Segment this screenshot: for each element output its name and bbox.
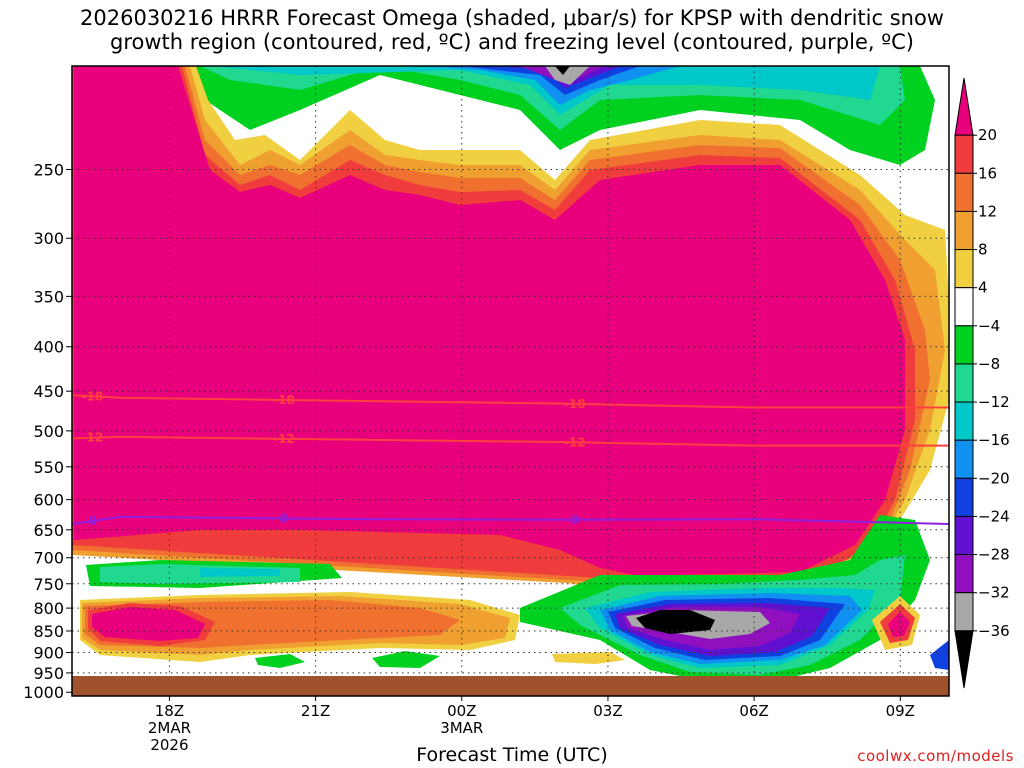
colorbar-swatch — [954, 249, 974, 289]
colorbar-label: −20 — [978, 469, 1010, 487]
contour-label: -12 — [564, 435, 586, 449]
contour-line — [72, 435, 949, 447]
colorbar-label: 12 — [978, 202, 997, 220]
y-tick-label: 350 — [33, 287, 64, 306]
colorbar-label: −8 — [978, 355, 1000, 373]
colorbar-triangle-bottom — [954, 630, 974, 689]
y-tick-label: 750 — [33, 575, 64, 594]
low-cyan-band — [200, 568, 280, 577]
small-ascent-cell-magenta — [888, 612, 910, 637]
colorbar-triangle-top — [954, 77, 974, 136]
colorbar-label: −12 — [978, 393, 1010, 411]
y-tick-label: 450 — [33, 382, 64, 401]
low-descent-black — [636, 610, 715, 634]
colorbar-label: 4 — [978, 279, 988, 297]
contour-line — [72, 394, 949, 409]
colorbar-label: −32 — [978, 584, 1010, 602]
y-tick-label: 600 — [33, 491, 64, 510]
low-ascent-magenta — [92, 607, 205, 641]
contour-label: 0 — [88, 514, 96, 528]
ground-surface — [72, 676, 949, 696]
y-tick-label: 950 — [33, 664, 64, 683]
contour-label: 0 — [280, 511, 288, 525]
colorbar: 20 16 12 8 4 −4 −8 −12 −16 −20 −24 −28 −32 −36 — [954, 77, 1010, 689]
title-line-1: 2026030216 HRRR Forecast Omega (shaded, … — [80, 6, 944, 30]
colorbar-swatch — [954, 515, 974, 556]
contour-label: -12 — [273, 432, 295, 446]
y-tick-label: 700 — [33, 549, 64, 568]
x-tick-label: 21Z — [301, 702, 330, 720]
y-tick-label: 900 — [33, 644, 64, 663]
x-tick-label: 03Z — [593, 702, 622, 720]
colorbar-swatch — [954, 134, 974, 174]
colorbar-swatch — [954, 401, 974, 441]
colorbar-label: 16 — [978, 164, 997, 182]
x-tick-label: 2026 — [150, 736, 188, 754]
colorbar-swatch — [954, 363, 974, 403]
upper-cyan-region — [210, 66, 880, 115]
colorbar-swatch — [954, 477, 974, 517]
x-tick-label: 18Z — [155, 702, 184, 720]
x-tick-label: 00Z — [447, 702, 476, 720]
colorbar-label: −16 — [978, 431, 1010, 449]
source-credit: coolwx.com/models — [857, 747, 1014, 765]
colorbar-label: −28 — [978, 546, 1010, 564]
grid-lines — [72, 66, 949, 696]
colorbar-swatch — [954, 439, 974, 479]
colorbar-label: 8 — [978, 241, 988, 259]
contour-label: -18 — [273, 393, 295, 407]
y-tick-label: 650 — [33, 521, 64, 540]
x-tick-label: 2MAR — [148, 719, 191, 737]
right-descent-cells — [930, 640, 949, 670]
colorbar-swatch — [954, 592, 974, 632]
small-green-patch-1 — [255, 654, 305, 668]
contour-label: -18 — [82, 389, 104, 403]
y-tick-label: 250 — [33, 160, 64, 179]
contour-label: 0 — [571, 513, 579, 527]
colorbar-label: −24 — [978, 507, 1010, 525]
small-green-patch-2 — [372, 651, 440, 668]
colorbar-swatch — [954, 325, 974, 365]
y-tick-label: 850 — [33, 622, 64, 641]
y-tick-label: 1000 — [23, 683, 64, 702]
upper-black-region — [555, 66, 570, 75]
colorbar-swatch — [954, 287, 974, 327]
upper-gray-region — [545, 66, 590, 85]
x-tick-label: 09Z — [886, 702, 915, 720]
plot-frame — [71, 65, 950, 697]
contour-label: -18 — [564, 397, 586, 411]
y-tick-label: 800 — [33, 599, 64, 618]
x-axis-label: Forecast Time (UTC) — [416, 744, 608, 766]
colorbar-label: 20 — [978, 126, 997, 144]
colorbar-label: −4 — [978, 317, 1000, 335]
ascent-magenta-region — [74, 66, 905, 576]
x-tick-label: 3MAR — [440, 719, 483, 737]
contour-label: -12 — [82, 431, 104, 445]
plot-area: -18 -18 -18 -12 -12 -12 0 0 0 — [72, 66, 949, 696]
chart-title: 2026030216 HRRR Forecast Omega (shaded, … — [0, 6, 1024, 54]
y-tick-label: 550 — [33, 458, 64, 477]
small-yellow-patch — [552, 652, 625, 664]
colorbar-swatch — [954, 554, 974, 594]
temperature-contours: -18 -18 -18 -12 -12 -12 0 0 0 — [72, 389, 949, 528]
title-line-2: growth region (contoured, red, ºC) and f… — [110, 30, 914, 54]
x-tick-label: 06Z — [739, 702, 768, 720]
y-tick-label: 500 — [33, 422, 64, 441]
colorbar-label: −36 — [978, 622, 1010, 640]
colorbar-swatch — [954, 172, 974, 212]
y-tick-label: 300 — [33, 229, 64, 248]
upper-blue-region — [420, 66, 680, 105]
contour-line — [72, 515, 949, 525]
y-axis-ticks: 250 300 350 400 450 500 550 600 650 700 750 800 850 9… — [23, 160, 72, 702]
colorbar-swatch — [954, 210, 974, 251]
y-tick-label: 400 — [33, 338, 64, 357]
